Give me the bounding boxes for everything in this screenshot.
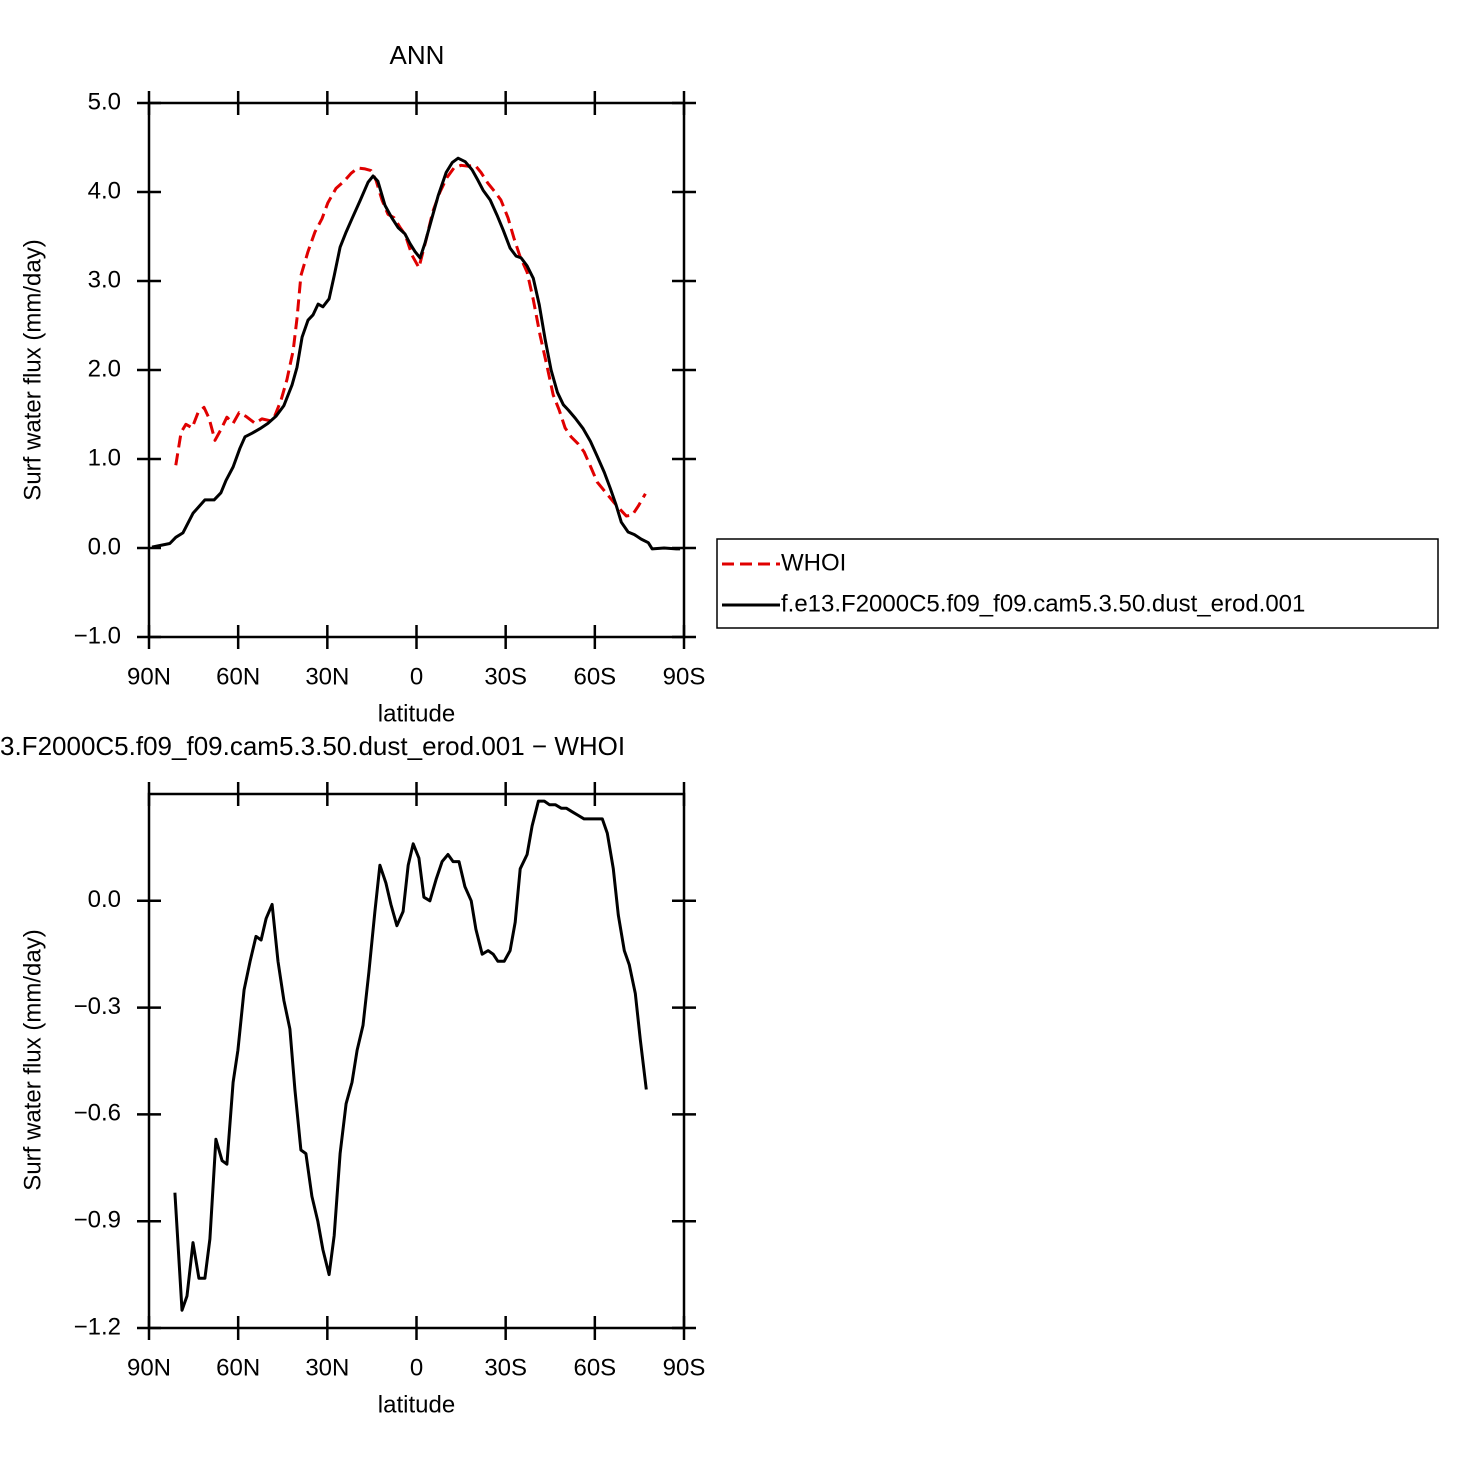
x-tick-label: 0 (410, 663, 423, 690)
chart-title: ANN (390, 40, 445, 70)
y-tick-label: 1.0 (88, 444, 121, 471)
series-line (173, 799, 648, 1312)
plot: 3.F2000C5.f09_f09.cam5.3.50.dust_erod.00… (0, 731, 705, 1418)
x-tick-label: 30S (484, 1354, 527, 1381)
y-tick-label: 3.0 (88, 266, 121, 293)
legend-label: f.e13.F2000C5.f09_f09.cam5.3.50.dust_ero… (781, 590, 1305, 617)
plot: ANN latitude Surf water flux (mm/day) 90N 60… (19, 40, 1439, 727)
x-tick-label: 90N (127, 1354, 171, 1381)
plot-frame (147, 792, 686, 1330)
x-tick-label: 60N (216, 1354, 260, 1381)
x-tick-label: 30N (305, 663, 349, 690)
x-tick-label: 30S (484, 663, 527, 690)
y-tick-label: −1.2 (74, 1313, 121, 1340)
y-axis-label: Surf water flux (mm/day) (19, 239, 46, 500)
x-tick-label: 90N (127, 663, 171, 690)
x-axis-label: latitude (378, 700, 455, 727)
x-tick-label: 60N (216, 663, 260, 690)
x-axis-label: latitude (378, 1391, 455, 1418)
y-tick-label: 0.0 (88, 886, 121, 913)
y-tick-label: 2.0 (88, 355, 121, 382)
x-tick-label: 90S (663, 1354, 706, 1381)
x-tick-label: 60S (573, 1354, 616, 1381)
plot-frame (147, 101, 686, 639)
series-line (151, 156, 681, 551)
x-tick-label: 30N (305, 1354, 349, 1381)
legend-frame (716, 538, 1439, 629)
chart-title: 3.F2000C5.f09_f09.cam5.3.50.dust_erod.00… (0, 731, 625, 761)
legend-label: WHOI (781, 549, 846, 576)
y-axis-label: Surf water flux (mm/day) (19, 929, 46, 1190)
y-tick-label: −1.0 (74, 622, 121, 649)
series-line (174, 163, 647, 518)
y-tick-label: −0.3 (74, 993, 121, 1020)
y-tick-label: 4.0 (88, 177, 121, 204)
y-tick-label: −0.6 (74, 1100, 121, 1127)
y-tick-label: 0.0 (88, 533, 121, 560)
x-tick-label: 60S (573, 663, 616, 690)
x-tick-label: 0 (410, 1354, 423, 1381)
y-tick-label: 5.0 (88, 88, 121, 115)
y-tick-label: −0.9 (74, 1207, 121, 1234)
x-tick-label: 90S (663, 663, 706, 690)
